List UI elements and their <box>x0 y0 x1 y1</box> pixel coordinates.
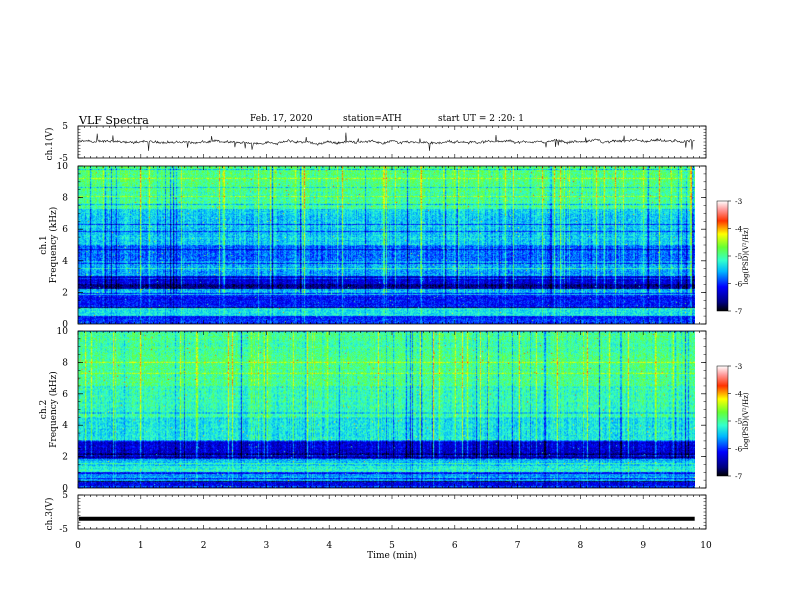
y-tick-label: 4 <box>62 421 68 431</box>
y-tick-label: 5 <box>62 491 68 501</box>
chart-title: VLF Spectra <box>79 114 149 127</box>
ch1-colorbar-label: log(PSD)(V²/Hz) <box>742 227 750 284</box>
y-tick-label: -5 <box>59 525 68 535</box>
y-tick-label: 10 <box>57 327 69 337</box>
ch3-waveform-panel <box>77 494 707 530</box>
y-tick-label: 4 <box>62 257 68 267</box>
y-tick-label: 0 <box>62 484 68 494</box>
x-tick-label: 10 <box>700 541 712 551</box>
ch1-colorbar-tick-label: -5 <box>735 252 743 261</box>
ch1-waveform-ylabel: ch.1(V) <box>44 128 55 161</box>
x-tick-label: 0 <box>75 541 81 551</box>
ch1-colorbar-tick-label: -4 <box>735 225 743 234</box>
ch1-spectrogram-channel-label: ch.1 <box>39 235 49 254</box>
y-tick-label: 6 <box>62 390 68 400</box>
y-tick-label: 10 <box>57 162 69 172</box>
ch1-colorbar-tick-label: -7 <box>735 307 743 316</box>
x-tick-label: 2 <box>201 541 207 551</box>
ch1-spectrogram-ylabel: Frequency (kHz) <box>48 207 59 284</box>
x-tick-label: 5 <box>389 541 395 551</box>
ch1-spectrogram-panel <box>77 165 707 325</box>
ch2-colorbar-tick-label: -5 <box>735 417 743 426</box>
x-tick-label: 6 <box>452 541 458 551</box>
ch1-colorbar <box>716 200 729 312</box>
ch2-spectrogram-panel <box>77 330 707 489</box>
ch2-spectrogram-image <box>78 331 695 488</box>
ch1-waveform-line <box>77 132 695 151</box>
date-label: Feb. 17, 2020 <box>250 114 313 124</box>
ch2-colorbar-tick-label: -3 <box>735 362 743 371</box>
x-tick-label: 3 <box>264 541 270 551</box>
x-axis-label: Time (min) <box>367 550 417 561</box>
start-time-label: start UT = 2 :20: 1 <box>438 114 524 124</box>
ch2-colorbar-tick-label: -4 <box>735 390 743 399</box>
ch2-colorbar-tick-label: -7 <box>735 472 743 481</box>
y-tick-label: 2 <box>62 453 68 463</box>
ch2-colorbar <box>716 365 729 477</box>
y-tick-label: 5 <box>62 122 68 132</box>
ch1-spectrogram-image <box>78 166 695 324</box>
x-tick-label: 4 <box>326 541 332 551</box>
y-tick-label: 0 <box>62 320 68 330</box>
ch2-colorbar-gradient <box>716 365 729 477</box>
y-tick-label: 8 <box>62 358 68 368</box>
ch2-spectrogram-ylabel: Frequency (kHz) <box>48 371 59 448</box>
ch2-colorbar-tick-label: -6 <box>735 445 743 454</box>
x-tick-label: 1 <box>138 541 144 551</box>
axes-layer <box>77 125 731 530</box>
ch1-colorbar-gradient <box>716 200 729 312</box>
ch1-colorbar-tick-label: -3 <box>735 197 743 206</box>
ch2-spectrogram-channel-label: ch.2 <box>39 400 49 419</box>
ch3-waveform-ylabel: ch.3(V) <box>44 498 55 531</box>
ch1-waveform-panel <box>77 125 707 159</box>
ch1-colorbar-tick-label: -6 <box>735 280 743 289</box>
x-tick-label: 7 <box>515 541 521 551</box>
ch3-waveform-frame <box>77 494 707 530</box>
y-tick-label: 2 <box>62 288 68 298</box>
ch2-colorbar-label: log(PSD)(V²/Hz) <box>742 392 750 449</box>
x-tick-label: 8 <box>578 541 584 551</box>
y-tick-label: -5 <box>59 154 68 164</box>
y-tick-label: 8 <box>62 194 68 204</box>
station-label: station=ATH <box>343 114 402 124</box>
y-tick-label: 6 <box>62 225 68 235</box>
x-tick-label: 9 <box>640 541 646 551</box>
